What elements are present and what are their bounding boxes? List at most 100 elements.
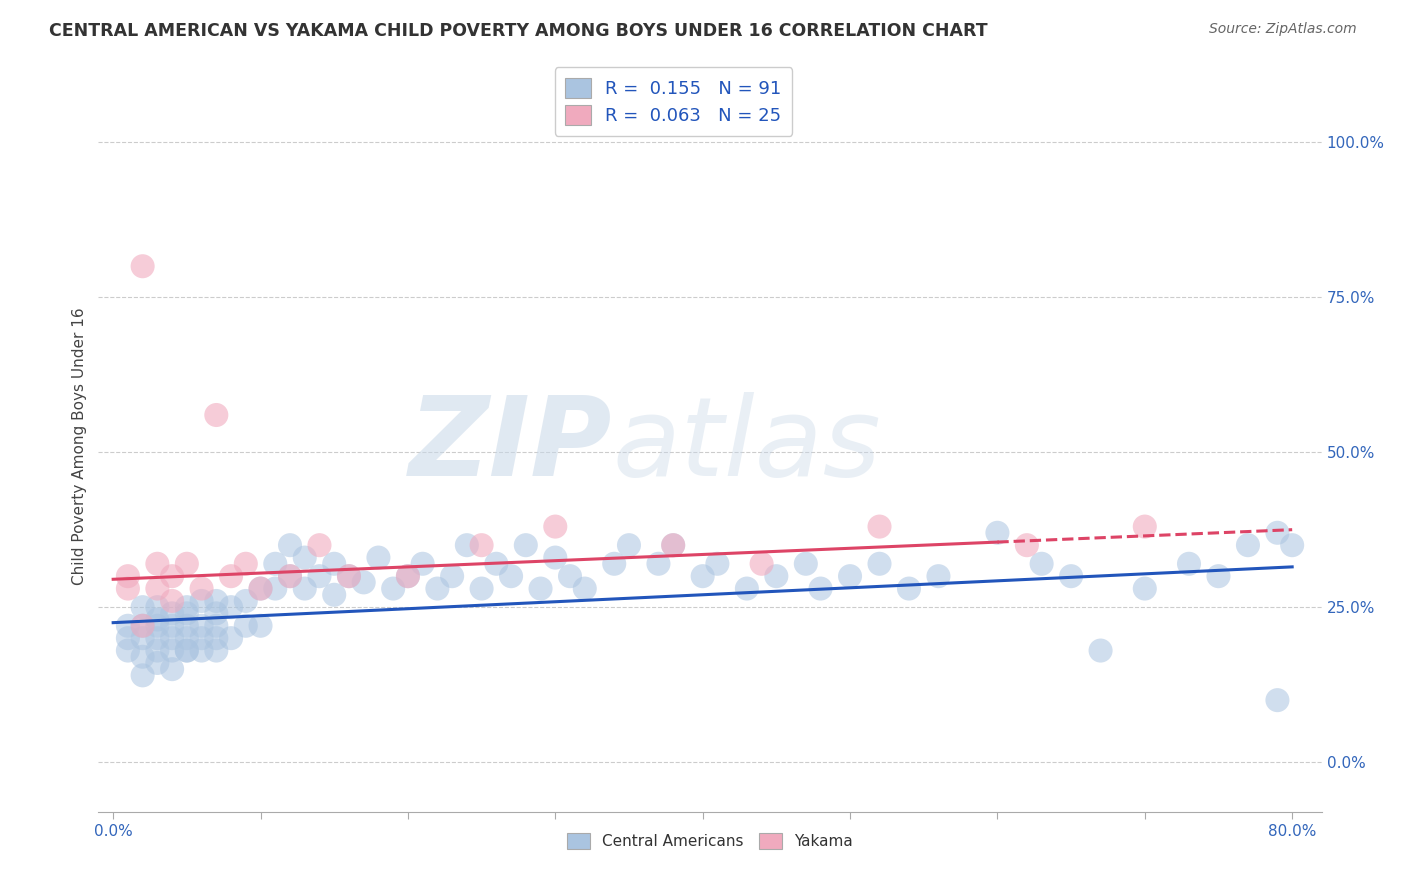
Point (117, 582, 139, 596)
Point (794, 557, 817, 571)
Point (412, 557, 434, 571)
Point (190, 631, 212, 645)
Point (1031, 557, 1053, 571)
Point (456, 538, 478, 552)
Point (1267, 525, 1289, 540)
Point (205, 619, 228, 633)
Point (471, 582, 494, 596)
Point (176, 631, 198, 645)
Point (219, 600, 242, 615)
Point (235, 557, 257, 571)
Point (898, 582, 921, 596)
Point (176, 643, 198, 657)
Point (1208, 569, 1230, 583)
Point (205, 631, 228, 645)
Point (441, 569, 464, 583)
Point (190, 594, 212, 608)
Point (205, 643, 228, 657)
Point (1133, 582, 1156, 596)
Point (278, 538, 301, 552)
Point (1060, 569, 1083, 583)
Point (1237, 538, 1260, 552)
Point (839, 569, 862, 583)
Point (927, 569, 949, 583)
Point (131, 259, 153, 273)
Legend: Central Americans, Yakama: Central Americans, Yakama (561, 826, 859, 855)
Text: atlas: atlas (612, 392, 880, 500)
Point (869, 519, 891, 533)
Point (396, 569, 419, 583)
Text: Source: ZipAtlas.com: Source: ZipAtlas.com (1209, 22, 1357, 37)
Point (117, 569, 139, 583)
Point (810, 582, 832, 596)
Point (176, 619, 198, 633)
Point (662, 538, 685, 552)
Point (146, 600, 169, 615)
Point (146, 613, 169, 627)
Point (735, 582, 758, 596)
Point (249, 619, 271, 633)
Point (205, 594, 228, 608)
Point (544, 519, 567, 533)
Point (499, 569, 522, 583)
Point (146, 619, 169, 633)
Point (219, 569, 242, 583)
Point (337, 569, 360, 583)
Point (471, 538, 494, 552)
Point (249, 582, 271, 596)
Point (1281, 538, 1303, 552)
Point (146, 582, 169, 596)
Point (131, 668, 153, 682)
Point (146, 631, 169, 645)
Point (765, 569, 787, 583)
Point (146, 643, 169, 657)
Point (160, 662, 183, 676)
Point (264, 582, 287, 596)
Point (603, 557, 626, 571)
Point (1090, 643, 1112, 657)
Point (1015, 538, 1038, 552)
Point (426, 582, 449, 596)
Point (190, 582, 212, 596)
Point (515, 538, 537, 552)
Point (146, 557, 169, 571)
Point (235, 594, 257, 608)
Point (160, 569, 183, 583)
Point (205, 408, 228, 422)
Point (117, 619, 139, 633)
Point (382, 582, 405, 596)
Point (706, 557, 728, 571)
Point (294, 582, 316, 596)
Point (396, 569, 419, 583)
Point (117, 631, 139, 645)
Point (176, 557, 198, 571)
Point (869, 557, 891, 571)
Text: ZIP: ZIP (409, 392, 612, 500)
Point (353, 575, 375, 590)
Point (235, 619, 257, 633)
Point (367, 550, 389, 565)
Point (249, 582, 271, 596)
Text: CENTRAL AMERICAN VS YAKAMA CHILD POVERTY AMONG BOYS UNDER 16 CORRELATION CHART: CENTRAL AMERICAN VS YAKAMA CHILD POVERTY… (49, 22, 988, 40)
Point (278, 569, 301, 583)
Point (529, 582, 551, 596)
Point (986, 525, 1008, 540)
Point (558, 569, 581, 583)
Point (264, 557, 287, 571)
Point (294, 550, 316, 565)
Point (308, 538, 330, 552)
Point (205, 607, 228, 621)
Point (574, 582, 596, 596)
Point (146, 656, 169, 670)
Point (751, 557, 773, 571)
Point (544, 550, 567, 565)
Point (1178, 557, 1201, 571)
Point (278, 569, 301, 583)
Point (176, 600, 198, 615)
Point (308, 569, 330, 583)
Point (323, 588, 346, 602)
Point (160, 643, 183, 657)
Point (131, 600, 153, 615)
Point (190, 643, 212, 657)
Point (160, 619, 183, 633)
